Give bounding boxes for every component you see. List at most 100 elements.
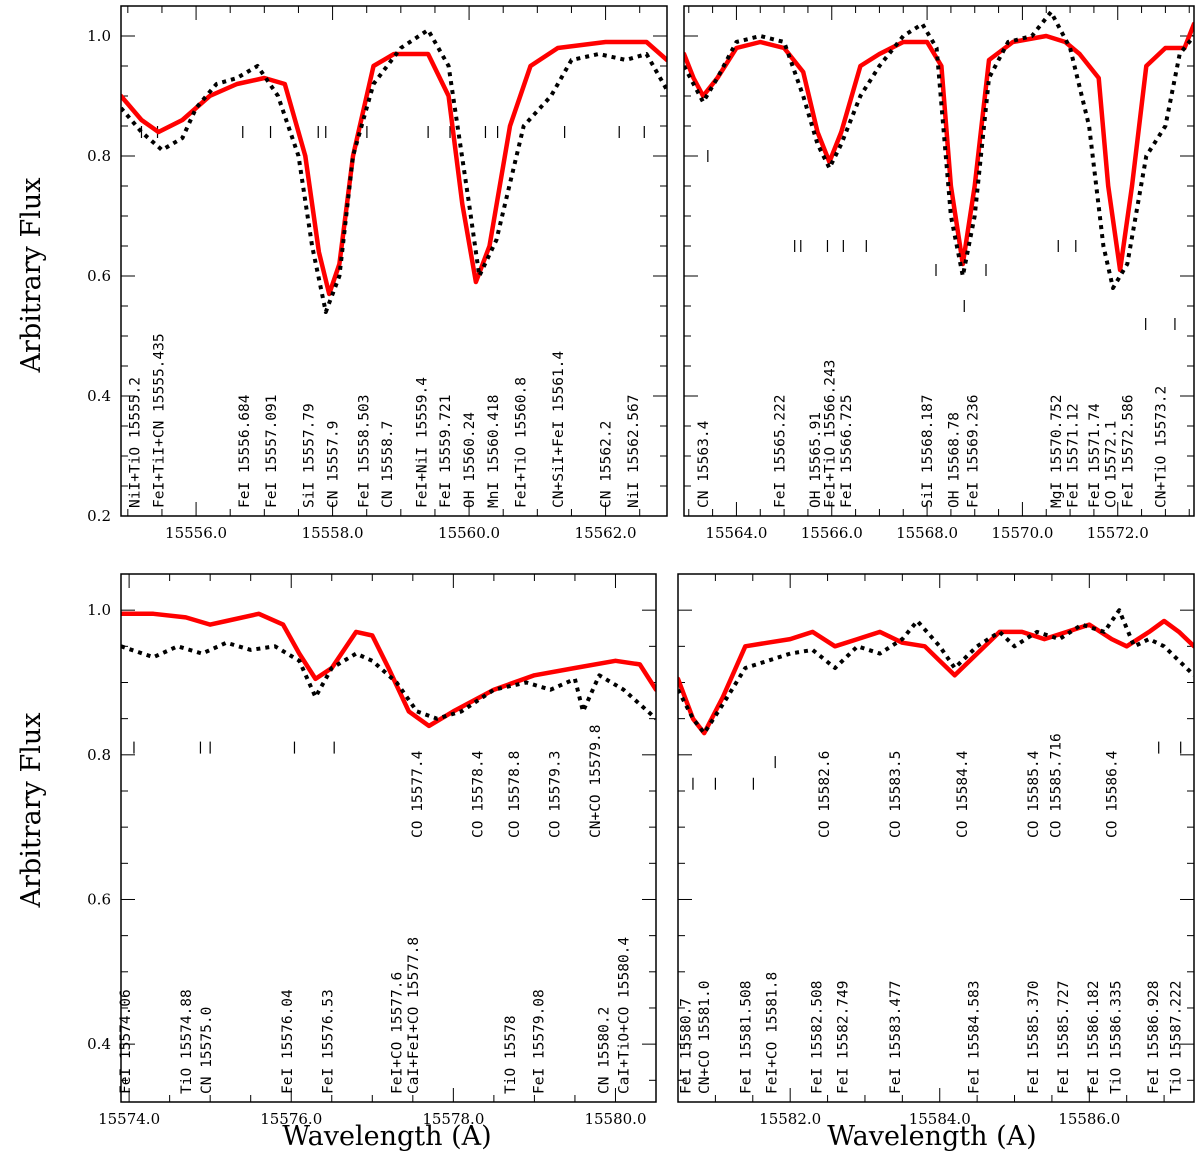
line-annotation: FeI 15581.508: [738, 981, 754, 1095]
line-annotation: CN 15562.2: [599, 421, 615, 508]
x-axis-title-left: Wavelength (A): [282, 1121, 491, 1152]
line-annotation: FeI 15565.222: [772, 395, 788, 509]
x-tick-label: 15572.0: [1087, 524, 1149, 542]
line-annotation: TiO 15574.88: [179, 989, 195, 1094]
line-annotation: MnI 15560.418: [486, 395, 502, 509]
line-annotation: FeI 15556.684: [237, 394, 253, 508]
series-model: [121, 39, 667, 297]
line-annotation: FeI 15586.928: [1146, 981, 1162, 1095]
x-tick-label: 15578.0: [422, 1110, 484, 1128]
x-tick-label: 15582.0: [759, 1110, 821, 1128]
series-observed: [684, 10, 1194, 290]
line-annotation: FeI 15571.74: [1087, 403, 1103, 508]
line-annotation: FeI+CO 15577.6: [390, 972, 406, 1094]
line-annotation: FeI 15585.727: [1056, 981, 1072, 1095]
line-annotation: FeI 15586.182: [1086, 981, 1102, 1095]
panels: 15556.0 15558.0 15560.0 15562.0 0.2 0.4 0.6 0.8…: [87, 5, 1195, 1128]
line-annotation: FeI 15582.508: [809, 981, 825, 1095]
y-tick-label: 0.6: [87, 890, 111, 908]
x-tick-label: 15576.0: [260, 1110, 322, 1128]
line-annotation: FeI 15584.583: [966, 981, 982, 1095]
line-annotation: TiO 15587.222: [1168, 981, 1184, 1095]
line-annotation: FeI 15583.477: [888, 981, 904, 1095]
line-annotation: FeI+TiO 15566.243: [822, 360, 838, 508]
x-tick-label: 15586.0: [1058, 1110, 1120, 1128]
y-tick-label: 0.4: [87, 387, 111, 405]
line-annotation: TiO 15578: [503, 1015, 519, 1094]
series-observed: [121, 28, 667, 314]
line-annotation: CO 15582.6: [817, 751, 833, 838]
line-annotation: SiI 15557.79: [302, 403, 318, 508]
line-annotation: CN+CO 15581.0: [697, 981, 713, 1095]
series-group: [121, 611, 656, 729]
line-annotation: FeI 15566.725: [839, 395, 855, 509]
line-annotation: CO 15586.4: [1105, 750, 1121, 838]
y-tick-label: 1.0: [87, 27, 111, 45]
series-group: [121, 28, 667, 314]
line-annotation: FeI+CO 15581.8: [765, 972, 781, 1094]
line-annotation: FeI 15569.236: [965, 395, 981, 509]
x-tick-label: 15584.0: [909, 1110, 971, 1128]
line-annotation: CO 15572.1: [1104, 421, 1120, 508]
series-observed: [678, 608, 1194, 736]
panel-frame: [120, 5, 668, 517]
line-annotation: FeI 15576.53: [321, 989, 337, 1094]
line-annotation: FeI 15576.04: [280, 989, 296, 1094]
line-annotation: FeI 15580.7: [679, 998, 695, 1094]
panel-frame: [120, 573, 657, 1103]
series-observed: [121, 640, 656, 721]
panel-frame: [683, 5, 1195, 517]
line-annotation: TiO 15586.335: [1109, 981, 1125, 1095]
y-axis-title-top: Arbitrary Flux: [16, 178, 47, 374]
x-tick-label: 15558.0: [302, 524, 364, 542]
line-annotation: FeI 15579.08: [532, 989, 548, 1094]
line-annotation: NiI+TiO 15555.2: [128, 377, 144, 508]
line-annotation: FeI 15559.721: [438, 395, 454, 509]
x-tick-label: 15556.0: [165, 524, 227, 542]
line-annotation: CN+SiI+FeI 15561.4: [551, 351, 567, 508]
panel-bottom-left: 15574.0 15576.0 15578.0 15580.0 0.4 0.6 0.8 1.0…: [87, 573, 657, 1128]
line-annotation: CN 15563.4: [696, 420, 712, 508]
line-annotation: NiI 15562.567: [626, 395, 642, 509]
line-annotation: MgI 15570.752: [1049, 395, 1065, 509]
line-annotation: OH 15565.91: [808, 412, 824, 508]
line-annotation: OH 15568.78: [946, 412, 962, 508]
panel-frame: [677, 573, 1195, 1103]
line-annotation: CN+TiO 15573.2: [1154, 386, 1170, 508]
y-tick-label: 0.8: [87, 147, 111, 165]
line-annotation: CO 15577.4: [410, 750, 426, 838]
line-annotation: CN+CO 15579.8: [588, 725, 604, 839]
line-annotation: FeI 15572.586: [1120, 395, 1136, 509]
x-tick-label: 15580.0: [584, 1110, 646, 1128]
x-tick-label: 15568.0: [896, 524, 958, 542]
line-annotation: FeI+TiI+CN 15555.435: [152, 333, 168, 508]
line-annotation: CO 15584.4: [955, 750, 971, 838]
series-group: [684, 10, 1194, 290]
line-annotation: CN 15558.7: [380, 421, 396, 508]
line-annotation: FeI 15558.503: [356, 395, 372, 509]
line-annotation: CO 15578.8: [507, 751, 523, 838]
line-annotation: FeI 15582.749: [836, 981, 852, 1095]
line-annotation: CO 15583.5: [888, 751, 904, 838]
line-annotation: CaI+TiO+CO 15580.4: [617, 937, 633, 1094]
panel-top-left: 15556.0 15558.0 15560.0 15562.0 0.2 0.4 0.6 0.8…: [87, 5, 668, 542]
line-annotation: SiI 15568.187: [920, 395, 936, 509]
y-tick-label: 1.0: [87, 601, 111, 619]
line-annotation: CN 15580.2: [596, 1007, 612, 1094]
series-model: [684, 21, 1194, 273]
x-tick-label: 15562.0: [575, 524, 637, 542]
line-annotation: FeI 15574.06: [118, 989, 134, 1094]
panel-bottom-right: 15582.0 15584.0 15586.0 FeI 15580.7 CN+CO 15…: [677, 573, 1195, 1128]
line-annotation: CO 15585.4: [1026, 750, 1042, 838]
line-annotation: CO 15579.3: [548, 751, 564, 838]
y-tick-label: 0.6: [87, 267, 111, 285]
x-tick-label: 15564.0: [705, 524, 767, 542]
line-annotation: CN 15557.9: [326, 421, 342, 508]
panel-top-right: 15564.0 15566.0 15568.0 15570.0 15572.0 CN 15…: [683, 5, 1195, 542]
series-group: [678, 608, 1194, 736]
x-tick-label: 15570.0: [991, 524, 1053, 542]
line-annotation: OH 15560.24: [462, 412, 478, 508]
x-tick-label: 15574.0: [98, 1110, 160, 1128]
y-tick-label: 0.4: [87, 1035, 111, 1053]
